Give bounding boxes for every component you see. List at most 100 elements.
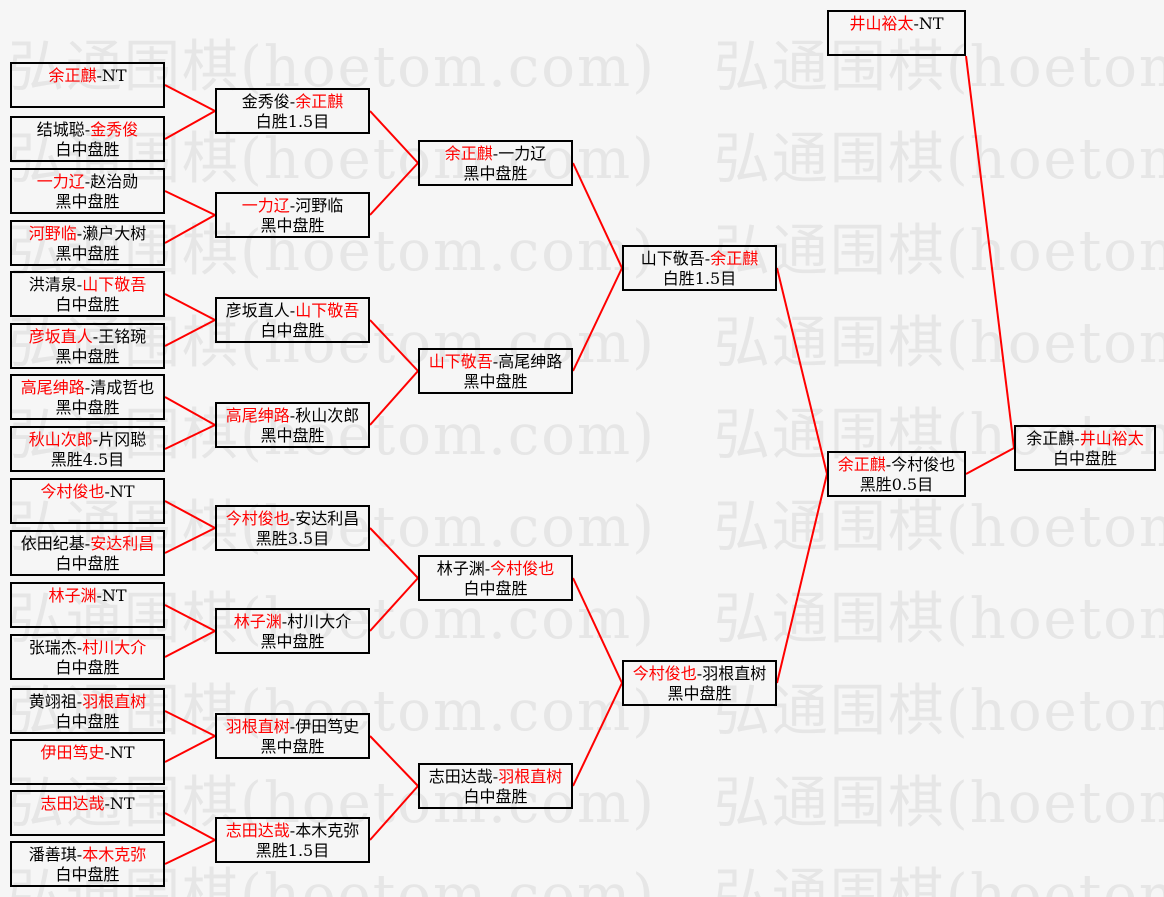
match-result: 白中盘胜 [55,140,120,159]
result-line: 白中盘胜 [1016,449,1154,469]
match-result: 白中盘胜 [55,295,120,314]
winner-name: 秋山次郎 [28,430,93,449]
match-box-r5-1: 余正麒-今村俊也 黑胜0.5目 [827,451,966,497]
match-result: 黑中盘胜 [55,244,120,263]
match-result: 白中盘胜 [260,321,325,340]
player-name: 结城聪 [36,120,85,139]
name-separator: - [1074,429,1080,448]
winner-name: 井山裕太 [849,14,914,33]
match-result: 白中盘胜 [1052,449,1117,468]
result-line: 黑中盘胜 [420,164,571,184]
name-separator: - [84,534,91,553]
match-result: 黑胜0.5目 [859,475,934,494]
result-line: 黑中盘胜 [12,398,163,418]
match-box-r1-16: 潘善琪-本木克弥 白中盘胜 [10,841,165,887]
match-box-r1-14: 伊田笃史-NT [10,739,165,785]
match-result: 黑中盘胜 [260,737,325,756]
winner-name: 山下敬吾 [82,275,147,294]
match-result: 黑中盘胜 [667,684,732,703]
name-separator: - [92,327,99,346]
name-separator: - [913,14,919,33]
result-line: 白中盘胜 [12,865,163,885]
player-name: NT [109,743,135,762]
match-box-r2-3: 彦坂直人-山下敬吾 白中盘胜 [215,297,370,343]
matchup-line: 余正麒-一力辽 [420,144,571,164]
player-name: 赵治勋 [90,172,139,191]
winner-name: 高尾绅路 [225,406,290,425]
match-box-r3-2: 山下敬吾-高尾绅路 黑中盘胜 [418,348,573,394]
match-box-r2-5: 今村俊也-安达利昌 黑胜3.5目 [215,505,370,551]
name-separator: - [104,794,110,813]
winner-name: 余正麒 [444,144,493,163]
result-line: 白中盘胜 [12,712,163,732]
winner-name: 志田达哉 [225,821,290,840]
result-line: 白中盘胜 [420,579,571,599]
player-name: 山下敬吾 [640,249,705,268]
match-box-r2-4: 高尾绅路-秋山次郎 黑中盘胜 [215,402,370,448]
name-separator: - [96,66,102,85]
match-result: 黑中盘胜 [463,164,528,183]
name-separator: - [76,845,83,864]
matchup-line: 林子渊-村川大介 [217,612,368,632]
matchup-line: 井山裕太-NT [829,14,964,34]
winner-name: 山下敬吾 [428,352,493,371]
match-box-r1-11: 林子渊-NT [10,582,165,628]
winner-name: 今村俊也 [225,509,290,528]
name-separator: - [289,196,296,215]
matchup-line: 志田达哉-NT [12,794,163,814]
matchup-line: 山下敬吾-余正麒 [624,249,775,269]
match-box-r2-6: 林子渊-村川大介 黑中盘胜 [215,608,370,654]
name-separator: - [492,144,499,163]
match-result: 黑中盘胜 [55,347,120,366]
match-box-r4-2: 今村俊也-羽根直树 黑中盘胜 [622,660,777,706]
matchup-line: 林子渊-今村俊也 [420,559,571,579]
player-name: 高尾绅路 [498,352,563,371]
name-separator: - [84,378,91,397]
matchup-line: 今村俊也-NT [12,482,163,502]
match-result: 黑胜1.5目 [255,841,330,860]
player-name: 潘善琪 [28,845,77,864]
matchup-line: 洪清泉-山下敬吾 [12,275,163,295]
name-separator: - [704,249,711,268]
match-result: 白中盘胜 [463,579,528,598]
matchup-line: 羽根直树-伊田笃史 [217,717,368,737]
player-name: 河野临 [295,196,344,215]
matchup-line: 结城聪-金秀俊 [12,120,163,140]
matchup-line: 伊田笃史-NT [12,743,163,763]
match-box-r1-4: 河野临-濑户大树 黑中盘胜 [10,220,165,266]
winner-name: 村川大介 [82,638,147,657]
result-line: 黑中盘胜 [12,244,163,264]
result-line: 黑中盘胜 [217,737,368,757]
name-separator: - [76,275,83,294]
match-result: 白中盘胜 [55,658,120,677]
match-result: 白中盘胜 [463,787,528,806]
matchup-line: 彦坂直人-王铭琬 [12,327,163,347]
name-separator: - [104,743,110,762]
winner-name: 余正麒 [837,455,886,474]
matchup-line: 山下敬吾-高尾绅路 [420,352,571,372]
final-box: 余正麒-井山裕太 白中盘胜 [1014,425,1156,471]
name-separator: - [92,430,99,449]
name-separator: - [289,821,296,840]
player-name: 王铭琬 [98,327,147,346]
winner-name: 高尾绅路 [20,378,85,397]
player-name: 依田纪基 [20,534,85,553]
matchup-line: 高尾绅路-清成哲也 [12,378,163,398]
result-line: 白中盘胜 [420,787,571,807]
name-separator: - [289,717,296,736]
winner-name: 林子渊 [233,612,282,631]
winner-name: 一力辽 [36,172,85,191]
winner-name: 彦坂直人 [28,327,93,346]
name-separator: - [76,224,83,243]
winner-name: 余正麒 [295,92,344,111]
name-separator: - [84,172,91,191]
match-result: 白胜1.5目 [255,112,330,131]
seed-box: 井山裕太-NT [827,10,966,56]
matchup-line: 金秀俊-余正麒 [217,92,368,112]
result-line: 白中盘胜 [12,295,163,315]
winner-name: 安达利昌 [90,534,155,553]
matchup-line: 余正麒-NT [12,66,163,86]
matchup-line: 黄翊祖-羽根直树 [12,692,163,712]
name-separator: - [104,482,110,501]
